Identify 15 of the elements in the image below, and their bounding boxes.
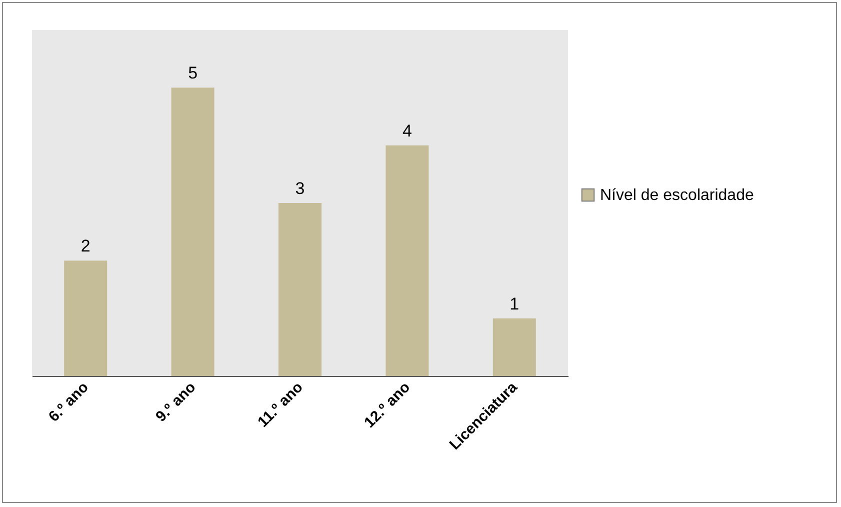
data-label: 5 (188, 64, 198, 83)
legend-label: Nível de escolaridade (600, 187, 754, 204)
x-tick-label: 9.º ano (152, 378, 200, 426)
x-tick-label: 6.º ano (45, 378, 92, 426)
data-label: 3 (295, 179, 305, 198)
x-tick-label: 12.º ano (361, 378, 414, 432)
x-tick-label: 11.º ano (254, 378, 306, 431)
bar (278, 203, 322, 376)
data-label: 2 (80, 236, 90, 256)
bar (64, 260, 108, 376)
bar (492, 318, 536, 376)
data-label: 4 (402, 121, 412, 140)
data-label: 1 (510, 294, 520, 314)
bar (171, 88, 214, 376)
bar (386, 145, 429, 376)
